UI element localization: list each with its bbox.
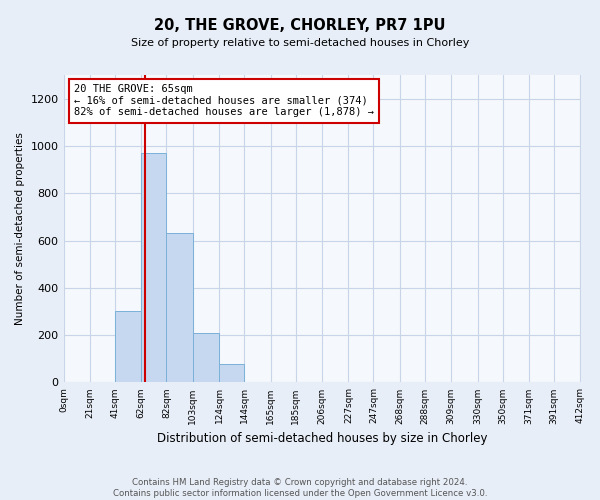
Text: Size of property relative to semi-detached houses in Chorley: Size of property relative to semi-detach… — [131, 38, 469, 48]
X-axis label: Distribution of semi-detached houses by size in Chorley: Distribution of semi-detached houses by … — [157, 432, 487, 445]
Bar — [142, 153, 166, 382]
Bar — [219, 364, 244, 382]
Text: 20 THE GROVE: 65sqm
← 16% of semi-detached houses are smaller (374)
82% of semi-: 20 THE GROVE: 65sqm ← 16% of semi-detach… — [74, 84, 374, 117]
Text: Contains HM Land Registry data © Crown copyright and database right 2024.
Contai: Contains HM Land Registry data © Crown c… — [113, 478, 487, 498]
Bar — [166, 234, 193, 382]
Y-axis label: Number of semi-detached properties: Number of semi-detached properties — [15, 132, 25, 325]
Bar — [115, 312, 142, 382]
Text: 20, THE GROVE, CHORLEY, PR7 1PU: 20, THE GROVE, CHORLEY, PR7 1PU — [154, 18, 446, 32]
Bar — [193, 333, 219, 382]
